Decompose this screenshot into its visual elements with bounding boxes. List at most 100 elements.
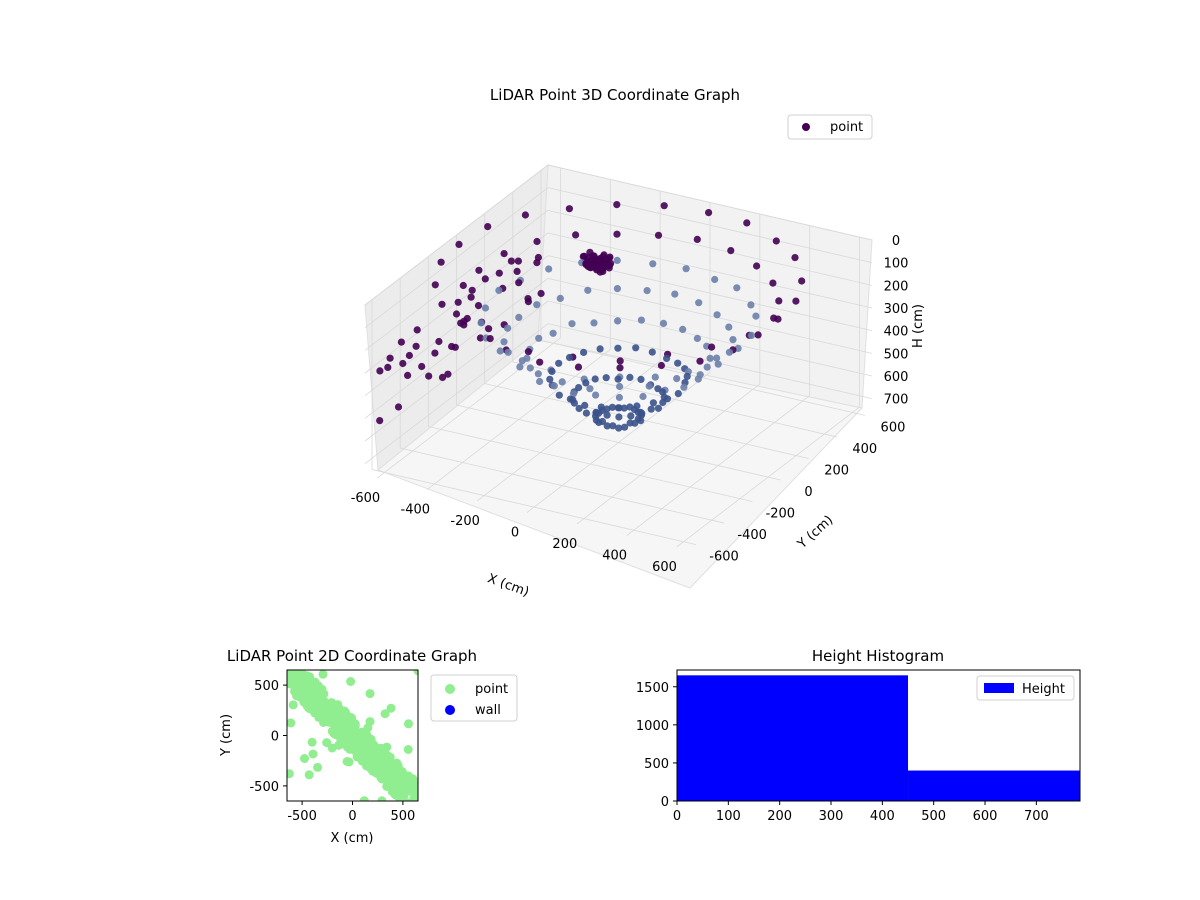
point-2d bbox=[312, 684, 322, 694]
points-3d bbox=[376, 201, 806, 432]
point-3d bbox=[507, 257, 515, 265]
point-3d bbox=[418, 362, 426, 371]
point-3d bbox=[613, 256, 621, 264]
z-tick-label-3d: 600 bbox=[884, 370, 909, 385]
point-2d bbox=[295, 680, 304, 690]
point-3d bbox=[663, 354, 671, 362]
point-3d bbox=[626, 373, 634, 381]
point-3d bbox=[621, 423, 629, 431]
point-3d bbox=[518, 357, 526, 365]
point-2d bbox=[396, 778, 406, 788]
y-tick-label-3d: 200 bbox=[824, 463, 849, 478]
grid-line bbox=[540, 339, 866, 416]
histogram-ticks: 0 100 200 300 400 500 600 700 0 500 1000 1500 bbox=[636, 681, 1049, 824]
plot-3d-title: LiDAR Point 3D Coordinate Graph bbox=[490, 86, 740, 104]
point-3d bbox=[603, 411, 611, 419]
point-3d bbox=[733, 284, 741, 292]
point-3d bbox=[565, 353, 574, 362]
point-3d bbox=[460, 321, 468, 329]
grid-line bbox=[547, 277, 873, 354]
point-3d bbox=[481, 275, 489, 283]
point-3d bbox=[614, 375, 622, 383]
point-3d bbox=[674, 359, 682, 367]
point-3d bbox=[647, 405, 655, 413]
point-3d bbox=[394, 403, 403, 411]
point-3d bbox=[495, 286, 503, 294]
point-2d bbox=[403, 745, 413, 754]
point-3d bbox=[798, 277, 806, 285]
point-3d bbox=[596, 345, 604, 353]
point-3d bbox=[595, 418, 603, 427]
x-tick-label-3d: -400 bbox=[401, 502, 431, 517]
point-3d bbox=[515, 313, 523, 321]
point-3d bbox=[524, 298, 533, 306]
point-2d bbox=[404, 800, 410, 801]
point-2d bbox=[319, 689, 329, 699]
point-3d bbox=[752, 312, 760, 320]
legend-2d: point wall bbox=[430, 674, 518, 722]
point-3d bbox=[792, 297, 800, 305]
point-3d bbox=[550, 382, 558, 390]
point-3d bbox=[609, 422, 617, 430]
x-tick-label-2d: 500 bbox=[390, 809, 415, 824]
point-3d bbox=[565, 205, 574, 213]
grid-line bbox=[676, 406, 860, 548]
x-tick-label-hist: 300 bbox=[819, 809, 844, 824]
point-2d bbox=[317, 698, 327, 707]
point-2d bbox=[398, 793, 408, 801]
point-3d bbox=[671, 290, 679, 298]
point-3d bbox=[558, 378, 566, 386]
point-3d bbox=[474, 302, 483, 310]
z-tick-label-3d: 300 bbox=[884, 302, 909, 317]
point-3d bbox=[384, 363, 392, 371]
grid-line bbox=[456, 404, 781, 481]
point-3d bbox=[754, 331, 762, 339]
point-2d bbox=[287, 670, 293, 679]
point-3d bbox=[714, 360, 722, 368]
point-2d bbox=[362, 761, 371, 771]
point-3d bbox=[775, 297, 783, 305]
point-3d bbox=[683, 372, 691, 380]
point-3d bbox=[581, 401, 589, 409]
point-3d bbox=[513, 267, 521, 275]
point-3d bbox=[649, 399, 658, 407]
point-3d bbox=[613, 201, 621, 209]
point-3d bbox=[673, 375, 681, 383]
grid-line bbox=[364, 187, 549, 328]
plot-2d-title: LiDAR Point 2D Coordinate Graph bbox=[227, 647, 477, 665]
point-3d bbox=[713, 354, 721, 362]
point-3d bbox=[486, 335, 494, 343]
point-3d bbox=[568, 320, 576, 328]
point-2d bbox=[288, 700, 298, 710]
point-3d bbox=[533, 237, 541, 246]
z-tick-label-3d: 500 bbox=[884, 347, 909, 362]
x-tick-label-hist: 700 bbox=[1024, 809, 1049, 824]
legend-3d-label: point bbox=[830, 120, 863, 135]
points-2d bbox=[287, 670, 418, 801]
point-2d bbox=[404, 719, 413, 729]
x-tick-label-hist: 100 bbox=[716, 809, 741, 824]
y-tick-label-3d: -200 bbox=[766, 507, 796, 522]
point-3d bbox=[605, 264, 613, 272]
point-3d bbox=[613, 285, 622, 293]
grid-line bbox=[364, 323, 549, 464]
x-tick-label-hist: 200 bbox=[767, 809, 792, 824]
point-3d bbox=[772, 237, 780, 245]
point-3d bbox=[753, 262, 761, 270]
point-3d bbox=[556, 294, 564, 302]
point-2d bbox=[404, 771, 414, 781]
point-3d bbox=[546, 375, 554, 383]
point-3d bbox=[703, 363, 711, 371]
point-3d bbox=[694, 375, 702, 383]
point-2d bbox=[323, 711, 333, 721]
point-3d bbox=[586, 385, 594, 393]
point-2d bbox=[305, 672, 314, 682]
point-3d bbox=[614, 344, 622, 352]
point-3d bbox=[747, 331, 756, 339]
point-3d bbox=[590, 319, 598, 327]
point-3d bbox=[431, 349, 439, 357]
point-3d bbox=[648, 348, 656, 356]
y-tick-label-3d: 600 bbox=[881, 420, 906, 435]
z-tick-label-3d: 100 bbox=[884, 257, 909, 272]
y-tick-label-3d: -400 bbox=[737, 528, 767, 543]
